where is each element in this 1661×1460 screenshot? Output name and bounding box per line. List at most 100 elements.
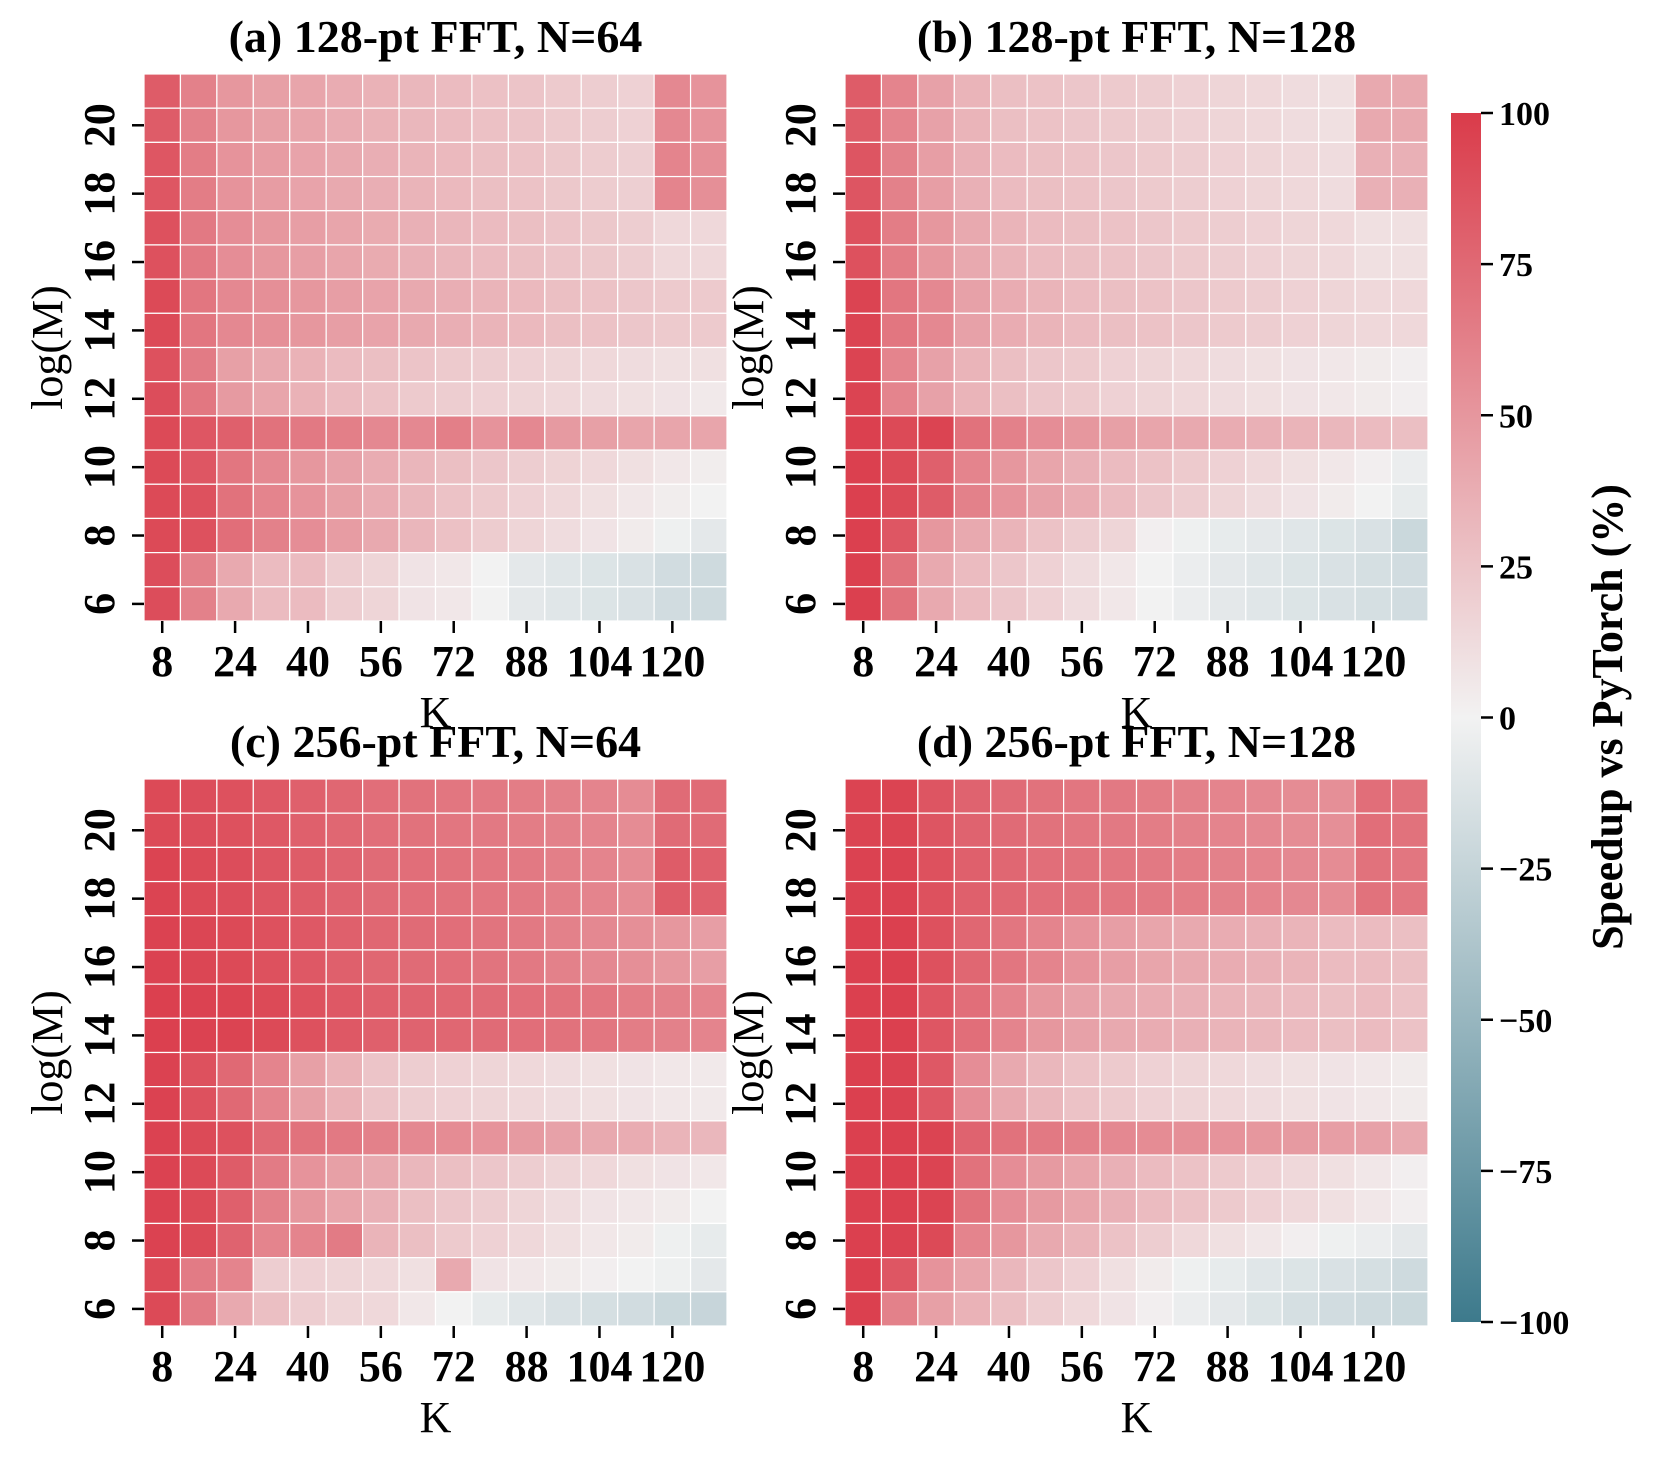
heatmap-cell bbox=[471, 915, 509, 951]
heatmap-cell bbox=[1390, 552, 1429, 588]
heatmap-cell bbox=[216, 1120, 254, 1156]
x-tick-label: 24 bbox=[213, 1342, 257, 1391]
heatmap-cell bbox=[1245, 175, 1283, 212]
heatmap-cell bbox=[1026, 1017, 1065, 1054]
heatmap-cell bbox=[1135, 483, 1174, 520]
heatmap-cell bbox=[398, 778, 437, 814]
heatmap-cell bbox=[1318, 1086, 1356, 1122]
heatmap-cell bbox=[143, 778, 182, 814]
heatmap-cell bbox=[507, 244, 546, 280]
heatmap-cell bbox=[1354, 175, 1393, 212]
heatmap-cell bbox=[1135, 812, 1174, 848]
heatmap-cell bbox=[1172, 1154, 1210, 1190]
y-axis-label: log(M) bbox=[724, 285, 773, 410]
heatmap-cell bbox=[325, 1154, 364, 1190]
heatmap-cell bbox=[362, 846, 400, 883]
heatmap-cell bbox=[1390, 1017, 1429, 1054]
heatmap-cell bbox=[617, 381, 655, 417]
heatmap-cell bbox=[653, 517, 692, 554]
heatmap-cell bbox=[580, 107, 619, 143]
heatmap-cell bbox=[179, 107, 218, 143]
heatmap-cell bbox=[325, 483, 364, 520]
heatmap-cell bbox=[653, 1086, 692, 1122]
heatmap-cell bbox=[990, 346, 1028, 383]
heatmap-cell bbox=[990, 812, 1028, 848]
heatmap-cell bbox=[1245, 846, 1283, 883]
heatmap-cell bbox=[362, 915, 400, 951]
heatmap-cell bbox=[434, 915, 473, 951]
heatmap-cell bbox=[917, 1222, 955, 1259]
heatmap-cell bbox=[179, 949, 218, 985]
heatmap-cell bbox=[1208, 346, 1247, 383]
heatmap-cell bbox=[1390, 1188, 1429, 1225]
heatmap-cell bbox=[398, 1120, 437, 1156]
heatmap-cell bbox=[844, 812, 883, 848]
heatmap-cell bbox=[1135, 880, 1174, 917]
heatmap-cell bbox=[1099, 483, 1138, 520]
heatmap-cell bbox=[689, 1188, 728, 1225]
heatmap-cell bbox=[544, 552, 582, 588]
heatmap-cell bbox=[1099, 1188, 1138, 1225]
heatmap-cell bbox=[1063, 880, 1101, 917]
heatmap-cell bbox=[289, 1051, 327, 1088]
heatmap-cell bbox=[580, 1188, 619, 1225]
heatmap-cell bbox=[1354, 1051, 1393, 1088]
y-tick-label: 14 bbox=[75, 1013, 124, 1057]
y-tick-label: 16 bbox=[776, 240, 825, 284]
heatmap-cell bbox=[434, 1017, 473, 1054]
heatmap-cell bbox=[617, 1086, 655, 1122]
heatmap-cell bbox=[1245, 278, 1283, 314]
heatmap-cell bbox=[880, 1051, 919, 1088]
heatmap-cell bbox=[1208, 1222, 1247, 1259]
heatmap-cell bbox=[617, 141, 655, 178]
heatmap-cell bbox=[917, 175, 955, 212]
heatmap-cell bbox=[689, 1017, 728, 1054]
heatmap-cell bbox=[1208, 517, 1247, 554]
heatmap-cell bbox=[1172, 1222, 1210, 1259]
x-tick-label: 56 bbox=[359, 637, 403, 686]
colorbar-label: Speedup vs PyTorch (%) bbox=[1583, 484, 1632, 950]
heatmap-cell bbox=[617, 880, 655, 917]
heatmap-cell bbox=[653, 141, 692, 178]
heatmap-cell bbox=[289, 846, 327, 883]
heatmap-cell bbox=[1172, 1257, 1210, 1293]
heatmap-cell bbox=[544, 1120, 582, 1156]
heatmap-cell bbox=[1135, 586, 1174, 622]
heatmap-cell bbox=[1281, 278, 1320, 314]
heatmap-cell bbox=[1208, 915, 1247, 951]
heatmap-cell bbox=[325, 1017, 364, 1054]
heatmap-cell bbox=[1172, 210, 1210, 246]
heatmap-cell bbox=[617, 812, 655, 848]
heatmap-cell bbox=[1390, 1120, 1429, 1156]
heatmap-cell bbox=[1099, 210, 1138, 246]
heatmap-cell bbox=[252, 244, 291, 280]
heatmap-cell bbox=[580, 381, 619, 417]
heatmap-cell bbox=[953, 517, 992, 554]
heatmap-cell bbox=[1245, 1188, 1283, 1225]
heatmap-cell bbox=[880, 415, 919, 451]
heatmap-cell bbox=[880, 449, 919, 485]
colorbar-tick-label: 50 bbox=[1499, 398, 1533, 435]
heatmap-cell bbox=[844, 949, 883, 985]
heatmap-cell bbox=[653, 880, 692, 917]
heatmap-cell bbox=[544, 141, 582, 178]
heatmap-cell bbox=[1245, 1120, 1283, 1156]
heatmap-cell bbox=[544, 586, 582, 622]
heatmap-cell bbox=[216, 586, 254, 622]
heatmap-cell bbox=[252, 483, 291, 520]
heatmap-cell bbox=[953, 1291, 992, 1327]
heatmap-cell bbox=[325, 846, 364, 883]
heatmap-cell bbox=[880, 1257, 919, 1293]
heatmap-cell bbox=[1318, 1051, 1356, 1088]
heatmap-cell bbox=[580, 517, 619, 554]
heatmap-cell bbox=[362, 278, 400, 314]
heatmap-cell bbox=[1281, 812, 1320, 848]
heatmap-cell bbox=[434, 778, 473, 814]
heatmap-cell bbox=[1390, 586, 1429, 622]
heatmap-cell bbox=[880, 812, 919, 848]
heatmap-cell bbox=[434, 210, 473, 246]
heatmap-cell bbox=[880, 312, 919, 349]
heatmap-cell bbox=[653, 1222, 692, 1259]
heatmap-cell bbox=[1135, 983, 1174, 1019]
x-axis-label: K bbox=[420, 688, 452, 737]
